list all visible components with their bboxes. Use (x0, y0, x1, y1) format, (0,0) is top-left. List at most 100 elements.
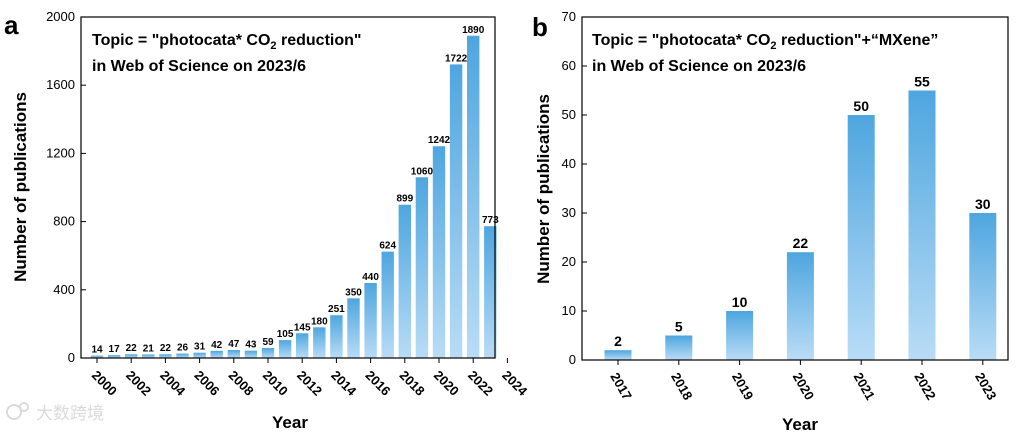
chart-a-data-label-2016: 440 (362, 272, 379, 283)
chart-a-bar-2006 (193, 352, 206, 358)
chart-a-data-label-2007: 42 (211, 340, 223, 351)
chart-b-annotation-line1: Topic = "photocata* CO2 reduction"+“MXen… (592, 32, 938, 52)
chart-b-bar-2020 (786, 252, 814, 360)
chart-a-x-tick-label: 2006 (191, 368, 222, 399)
chart-b-x-axis-title: Year (782, 415, 818, 433)
chart-b-data-label-2019: 10 (732, 294, 748, 310)
chart-a-bar-2007 (210, 350, 223, 358)
chart-a-bar-2011 (278, 340, 292, 358)
panel-letter-a: a (4, 10, 19, 40)
watermark-text: 大数跨境 (36, 404, 104, 424)
chart-b-data-label-2023: 30 (975, 196, 991, 212)
chart-a-data-label-2009: 43 (245, 340, 257, 351)
chart-a-bar-2012 (296, 333, 309, 358)
chart-a-data-label-2002: 22 (126, 343, 138, 354)
chart-b-data-label-2021: 50 (853, 98, 869, 114)
chart-b-y-tick-label: 10 (562, 303, 576, 318)
chart-b-y-tick-label: 0 (569, 352, 576, 367)
chart-a-x-tick-label: 2014 (328, 368, 360, 400)
chart-a-bar-2013 (313, 327, 326, 358)
chart-b-y-tick-label: 70 (562, 9, 576, 24)
chart-b-y-tick-label: 30 (562, 205, 576, 220)
chart-a-y-tick-label: 800 (53, 214, 75, 229)
chart-b-bars (604, 90, 997, 360)
chart-a-frame (80, 16, 496, 359)
chart-b-x-ticks: 2017 2018 2019 2020 2021 2022 2023 (607, 360, 1000, 403)
chart-b-data-label-2020: 22 (793, 235, 809, 251)
watermark-logo-dot-icon (19, 402, 29, 412)
chart-b-x-tick-label: 2018 (668, 370, 695, 403)
chart-b-x-tick-label: 2019 (729, 370, 756, 403)
chart-a-y-tick-label: 1200 (46, 145, 75, 160)
chart-b-y-tick-label: 20 (562, 254, 576, 269)
chart-b-y-tick-label: 50 (562, 107, 576, 122)
chart-b-bar-2021 (847, 115, 875, 360)
chart-b-y-axis-title: Number of publications (534, 94, 553, 284)
chart-a-x-tick-label: 2004 (157, 368, 189, 400)
chart-b-bar-2018 (665, 335, 693, 360)
chart-a-data-label-2004: 22 (160, 343, 172, 354)
chart-b-bar-2019 (726, 311, 754, 360)
chart-a-x-ticks: 2000 2002 2004 2006 2008 2010 2012 2014 2016 2018… (89, 358, 531, 399)
chart-a-bar-2018 (398, 204, 411, 358)
watermark: 大数跨境 (6, 402, 104, 424)
chart-a-data-label-2014: 251 (328, 304, 345, 315)
chart-a-bar-2021 (449, 64, 463, 359)
chart-a-x-axis-title: Year (272, 413, 308, 432)
chart-a-bar-2003 (142, 354, 155, 358)
chart-a-x-tick-label: 2010 (260, 368, 291, 399)
chart-a-data-label-2013: 180 (311, 316, 328, 327)
chart-a-data-label-2001: 17 (109, 344, 121, 355)
chart-a-bar-2001 (107, 355, 121, 358)
chart-a-x-tick-label: 2002 (123, 368, 154, 399)
chart-a-data-label-2015: 350 (345, 287, 362, 298)
chart-a-y-tick-label: 1600 (46, 77, 75, 92)
chart-a-y-axis-title: Number of publications (11, 92, 30, 282)
chart-a-y-ticks: 0 400 800 1200 1600 2000 (46, 9, 86, 365)
chart-a-bar-2017 (381, 251, 394, 358)
chart-a-bar-2005 (176, 353, 189, 358)
chart-a: a 14 17 22 21 22 26 31 42 47 43 591051451802513504… (4, 9, 531, 432)
chart-b-x-tick-label: 2023 (972, 370, 999, 403)
chart-a-annotation-line2: in Web of Science on 2023/6 (92, 58, 306, 75)
chart-a-data-label-2010: 59 (262, 337, 274, 348)
chart-b-x-tick-label: 2022 (911, 370, 938, 403)
chart-b-y-ticks: 0 10 20 30 40 50 60 70 (562, 9, 587, 367)
chart-a-data-label-2017: 624 (379, 241, 396, 252)
chart-b-annotation-line2: in Web of Science on 2023/6 (592, 58, 806, 75)
chart-a-x-tick-label: 2022 (465, 368, 496, 399)
chart-a-bar-2002 (125, 354, 138, 358)
chart-a-data-label-2008: 47 (228, 339, 240, 350)
chart-a-bar-2023 (484, 226, 497, 358)
chart-a-data-label-2021: 1722 (445, 53, 468, 64)
chart-a-x-tick-label: 2020 (431, 368, 462, 399)
watermark-logo-icon (6, 404, 22, 420)
chart-a-y-tick-label: 2000 (46, 9, 75, 24)
chart-a-x-tick-label: 2000 (89, 368, 120, 399)
chart-a-data-label-2005: 26 (177, 343, 189, 354)
chart-b-x-tick-label: 2017 (607, 370, 634, 403)
chart-a-bar-2019 (415, 177, 429, 358)
chart-a-x-tick-label: 2008 (226, 368, 257, 399)
chart-a-bar-2000 (90, 355, 104, 358)
chart-a-data-label-2011: 105 (277, 329, 294, 340)
chart-b-y-tick-label: 40 (562, 156, 576, 171)
chart-b-x-tick-label: 2020 (790, 370, 817, 403)
chart-b-y-tick-label: 60 (562, 58, 576, 73)
chart-a-bar-2015 (347, 298, 360, 358)
chart-b-data-label-2018: 5 (675, 319, 683, 335)
chart-a-bar-2004 (159, 354, 172, 358)
chart-a-data-label-2018: 899 (396, 194, 413, 205)
chart-b-bar-2017 (604, 350, 632, 360)
chart-a-y-tick-label: 400 (53, 282, 75, 297)
chart-a-data-label-2022: 1890 (462, 25, 485, 36)
chart-a-bar-2022 (467, 35, 480, 358)
chart-a-y-tick-label: 0 (68, 350, 75, 365)
chart-a-data-label-2020: 1242 (428, 135, 451, 146)
chart-a-data-label-2000: 14 (91, 345, 103, 356)
chart-b-data-label-2017: 2 (614, 333, 622, 349)
chart-a-bar-2009 (244, 350, 258, 358)
chart-b-x-tick-label: 2021 (851, 370, 878, 403)
